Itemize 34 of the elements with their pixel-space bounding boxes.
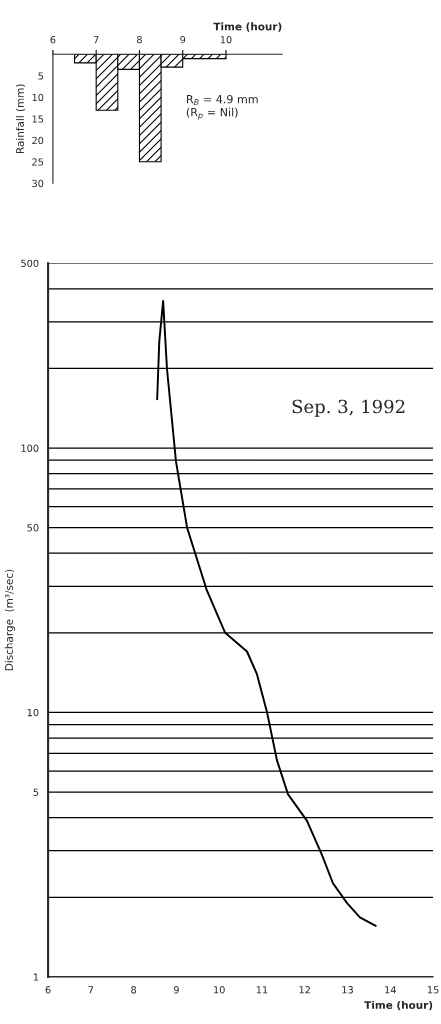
x-tick-label: 8 xyxy=(131,986,137,994)
x-axis-title: Time (hour) xyxy=(364,1000,433,1011)
y-tick-label: 50 xyxy=(27,524,39,532)
x-tick-label: 6 xyxy=(45,986,51,994)
y-axis-title: Rainfall (mm) xyxy=(15,84,26,153)
y-tick-label: 15 xyxy=(32,115,44,123)
x-tick-label: 6 xyxy=(50,36,56,44)
annotation: R$_{B}$ = 4.9 mm xyxy=(187,94,258,106)
x-tick-label: 14 xyxy=(385,986,396,994)
x-tick-label: 7 xyxy=(93,36,99,44)
x-tick-label: 12 xyxy=(299,986,310,994)
x-tick-label: 15 xyxy=(427,986,439,994)
x-axis-title: Time (hour) xyxy=(213,22,282,32)
x-tick-label: 10 xyxy=(214,986,225,994)
x-tick-label: 9 xyxy=(173,986,179,994)
x-tick-label: 7 xyxy=(88,986,94,994)
x-tick-label: 11 xyxy=(256,986,268,994)
y-tick-label: 25 xyxy=(32,158,44,166)
x-tick-label: 9 xyxy=(180,36,186,44)
annotation: Sep. 3, 1992 xyxy=(292,399,405,417)
y-tick-label: 30 xyxy=(32,179,44,188)
y-tick-label: 5 xyxy=(33,788,39,796)
y-axis-title: Discharge (m³/sec) xyxy=(4,569,15,671)
y-tick-label: 1 xyxy=(33,973,39,981)
annotation: (R$_{p}$ = Nil) xyxy=(186,107,238,120)
x-tick-label: 10 xyxy=(220,36,232,44)
y-tick-label: 10 xyxy=(32,93,44,102)
x-tick-label: 8 xyxy=(137,36,142,44)
y-tick-label: 500 xyxy=(21,259,39,267)
y-tick-label: 20 xyxy=(32,136,44,145)
y-tick-label: 5 xyxy=(38,72,44,80)
y-tick-label: 100 xyxy=(21,444,39,452)
y-tick-label: 10 xyxy=(27,708,39,717)
x-tick-label: 13 xyxy=(342,986,353,994)
